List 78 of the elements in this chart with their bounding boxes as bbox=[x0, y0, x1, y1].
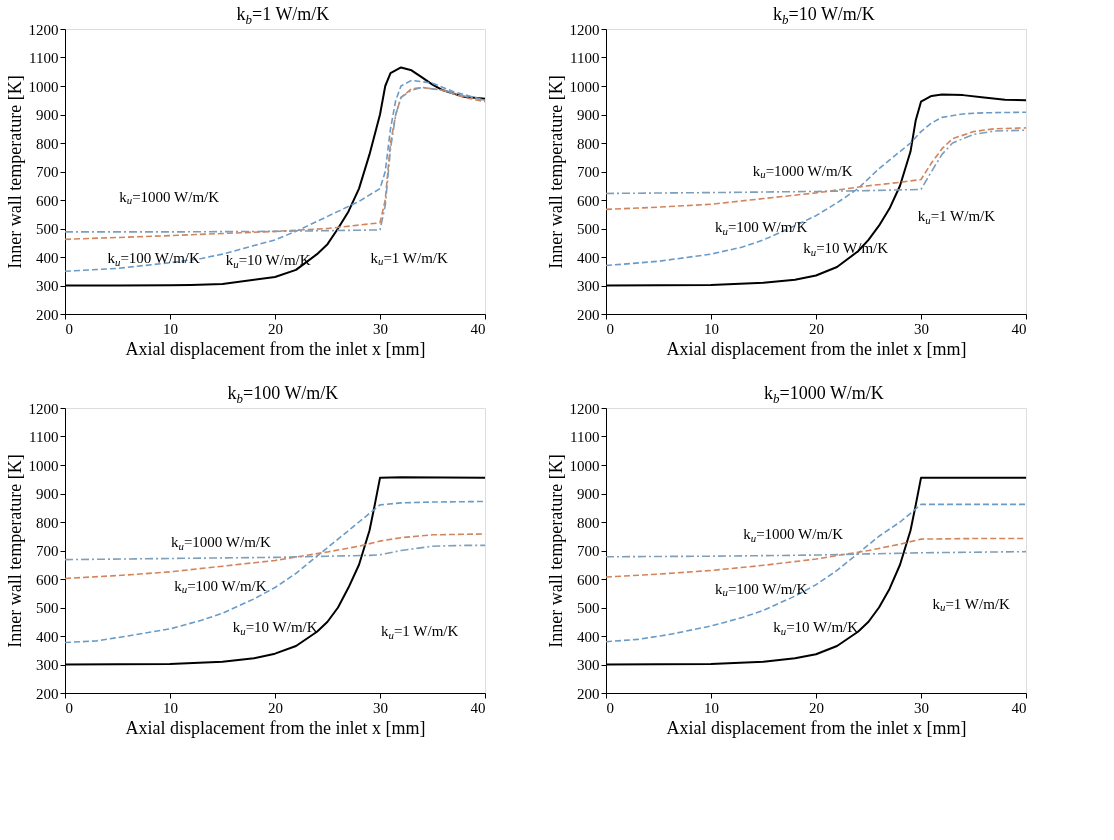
x-tick-label: 20 bbox=[809, 320, 824, 337]
y-tick-label: 200 bbox=[36, 685, 59, 702]
y-tick-label: 400 bbox=[577, 249, 600, 266]
y-tick-label: 500 bbox=[36, 221, 59, 237]
y-tick-label: 1200 bbox=[569, 21, 600, 38]
y-tick-label: 600 bbox=[577, 571, 600, 588]
y-tick-label: 700 bbox=[36, 543, 59, 559]
y-tick-label: 500 bbox=[577, 600, 600, 616]
y-tick-label: 700 bbox=[36, 164, 59, 180]
x-tick-label: 10 bbox=[163, 320, 178, 337]
y-tick-label: 600 bbox=[577, 192, 600, 209]
y-axis-title: Inner wall temperature [K] bbox=[4, 75, 25, 269]
y-axis-title: Inner wall temperature [K] bbox=[4, 454, 25, 648]
x-tick-label: 40 bbox=[470, 699, 486, 716]
y-tick-label: 1100 bbox=[570, 429, 600, 445]
x-tick-label: 30 bbox=[914, 320, 929, 337]
y-tick-label: 1000 bbox=[569, 78, 600, 95]
y-tick-label: 1200 bbox=[28, 400, 59, 417]
y-tick-label: 1000 bbox=[28, 457, 59, 474]
y-tick-label: 1000 bbox=[28, 78, 59, 95]
x-tick-label: 30 bbox=[373, 320, 388, 337]
x-tick-label: 0 bbox=[606, 699, 614, 716]
y-tick-label: 200 bbox=[36, 306, 59, 323]
x-tick-label: 10 bbox=[704, 320, 719, 337]
line-series bbox=[606, 129, 1026, 195]
y-tick-label: 300 bbox=[36, 278, 59, 294]
y-tick-label: 300 bbox=[577, 657, 600, 673]
y-tick-label: 200 bbox=[577, 306, 600, 323]
y-tick-label: 900 bbox=[577, 486, 600, 502]
y-tick-label: 1100 bbox=[570, 50, 600, 66]
y-tick-label: 800 bbox=[577, 135, 600, 152]
x-tick-label: 0 bbox=[606, 320, 614, 337]
y-tick-label: 500 bbox=[577, 221, 600, 237]
x-tick-label: 40 bbox=[1011, 320, 1027, 337]
line-series bbox=[65, 533, 485, 580]
y-tick-label: 1100 bbox=[29, 50, 59, 66]
line-series bbox=[65, 500, 485, 644]
line-series bbox=[606, 503, 1026, 643]
y-tick-label: 1100 bbox=[29, 429, 59, 445]
y-tick-label: 700 bbox=[577, 164, 600, 180]
y-tick-label: 600 bbox=[36, 571, 59, 588]
y-tick-label: 800 bbox=[577, 514, 600, 531]
x-tick-label: 40 bbox=[1011, 699, 1027, 716]
y-tick-label: 700 bbox=[577, 543, 600, 559]
x-axis-title: Axial displacement from the inlet x [mm] bbox=[666, 338, 967, 359]
x-tick-label: 0 bbox=[65, 320, 73, 337]
y-tick-label: 1000 bbox=[569, 457, 600, 474]
y-tick-label: 400 bbox=[577, 628, 600, 645]
x-axis-title: Axial displacement from the inlet x [mm] bbox=[666, 717, 967, 738]
y-tick-label: 900 bbox=[36, 107, 59, 123]
line-series bbox=[606, 111, 1026, 267]
x-tick-label: 30 bbox=[914, 699, 929, 716]
x-tick-label: 0 bbox=[65, 699, 73, 716]
x-axis-title: Axial displacement from the inlet x [mm] bbox=[125, 717, 426, 738]
x-tick-label: 20 bbox=[268, 699, 283, 716]
y-tick-label: 1200 bbox=[28, 21, 59, 38]
y-tick-label: 400 bbox=[36, 628, 59, 645]
y-tick-label: 900 bbox=[36, 486, 59, 502]
y-tick-label: 900 bbox=[577, 107, 600, 123]
y-tick-label: 800 bbox=[36, 514, 59, 531]
line-series bbox=[606, 127, 1026, 211]
y-tick-label: 300 bbox=[36, 657, 59, 673]
y-tick-label: 800 bbox=[36, 135, 59, 152]
x-tick-label: 40 bbox=[470, 320, 486, 337]
x-tick-label: 10 bbox=[704, 699, 719, 716]
x-tick-label: 20 bbox=[268, 320, 283, 337]
x-axis-title: Axial displacement from the inlet x [mm] bbox=[125, 338, 426, 359]
y-axis-title: Inner wall temperature [K] bbox=[545, 75, 566, 269]
x-tick-label: 20 bbox=[809, 699, 824, 716]
y-tick-label: 600 bbox=[36, 192, 59, 209]
y-axis-title: Inner wall temperature [K] bbox=[545, 454, 566, 648]
y-tick-label: 400 bbox=[36, 249, 59, 266]
x-tick-label: 10 bbox=[163, 699, 178, 716]
y-tick-label: 1200 bbox=[569, 400, 600, 417]
y-tick-label: 500 bbox=[36, 600, 59, 616]
y-tick-label: 300 bbox=[577, 278, 600, 294]
x-tick-label: 30 bbox=[373, 699, 388, 716]
y-tick-label: 200 bbox=[577, 685, 600, 702]
